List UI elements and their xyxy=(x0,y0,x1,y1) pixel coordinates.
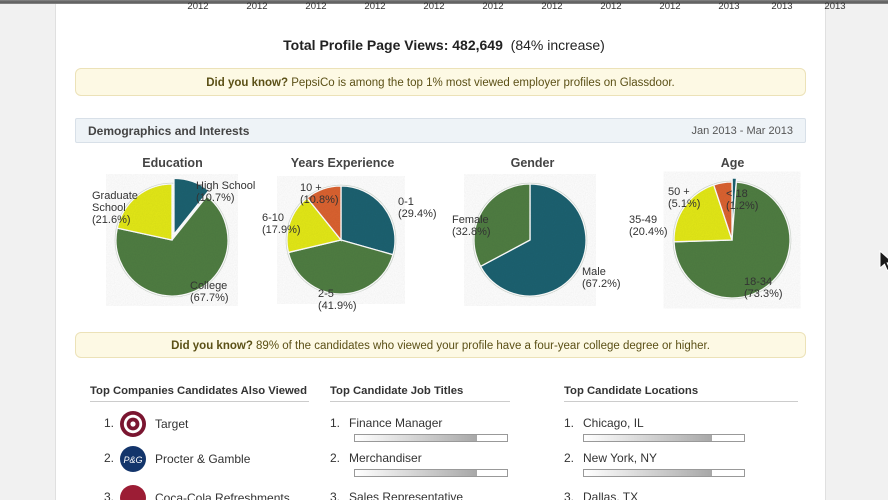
svg-text:P&G: P&G xyxy=(123,455,142,465)
